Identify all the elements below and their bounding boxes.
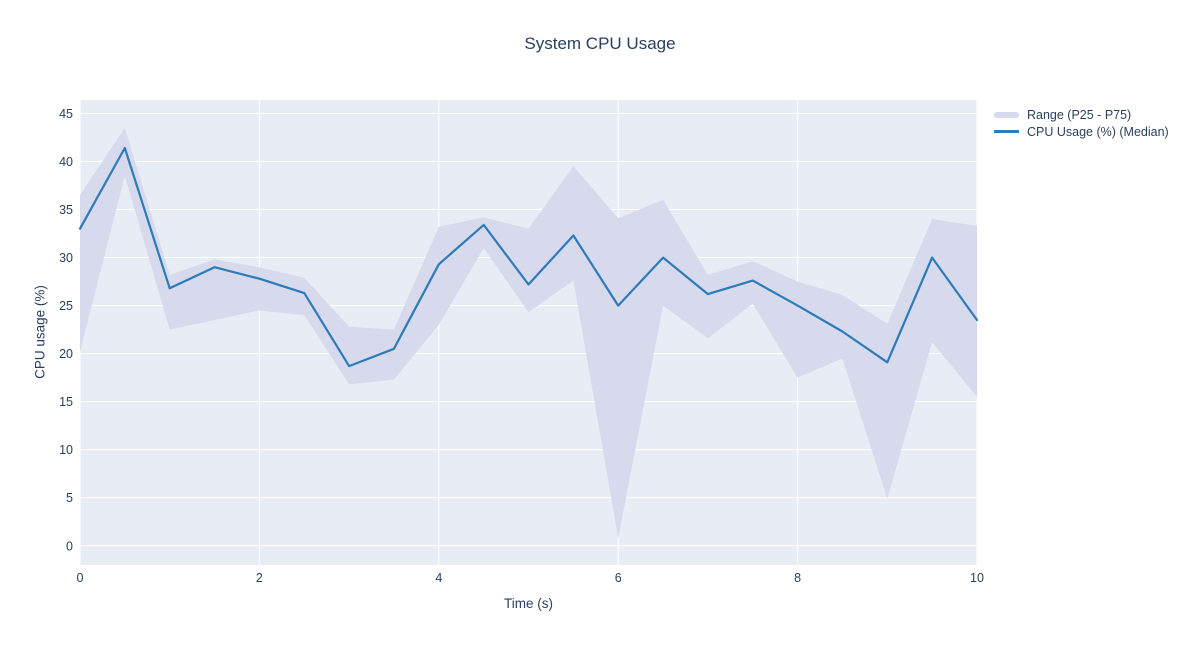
- legend-item-median[interactable]: CPU Usage (%) (Median): [994, 123, 1169, 140]
- chart-title: System CPU Usage: [524, 34, 676, 53]
- y-tick-label: 35: [59, 203, 73, 217]
- median-line: [78, 146, 979, 368]
- legend: Range (P25 - P75) CPU Usage (%) (Median): [994, 106, 1169, 140]
- x-tick-label: 4: [435, 571, 442, 585]
- x-axis-title: Time (s): [504, 596, 553, 611]
- x-tick-label: 6: [615, 571, 622, 585]
- y-tick-label: 0: [66, 539, 73, 553]
- x-tick-label: 0: [77, 571, 84, 585]
- y-tick-label: 5: [66, 491, 73, 505]
- y-tick-label: 40: [59, 155, 73, 169]
- legend-item-range[interactable]: Range (P25 - P75): [994, 106, 1169, 123]
- x-tick-label: 10: [970, 571, 984, 585]
- y-tick-label: 45: [59, 107, 73, 121]
- y-tick-label: 15: [59, 395, 73, 409]
- x-tick-label: 2: [256, 571, 263, 585]
- line-swatch-icon: [994, 130, 1019, 133]
- y-tick-label: 30: [59, 251, 73, 265]
- legend-label-median: CPU Usage (%) (Median): [1027, 124, 1169, 139]
- y-tick-label: 10: [59, 443, 73, 457]
- x-tick-label: 8: [794, 571, 801, 585]
- legend-label-range: Range (P25 - P75): [1027, 107, 1132, 122]
- band-swatch-icon: [994, 111, 1019, 118]
- y-tick-label: 25: [59, 299, 73, 313]
- range-band: [80, 127, 977, 539]
- y-axis-title-text: CPU usage (%): [32, 285, 48, 379]
- y-tick-label: 20: [59, 347, 73, 361]
